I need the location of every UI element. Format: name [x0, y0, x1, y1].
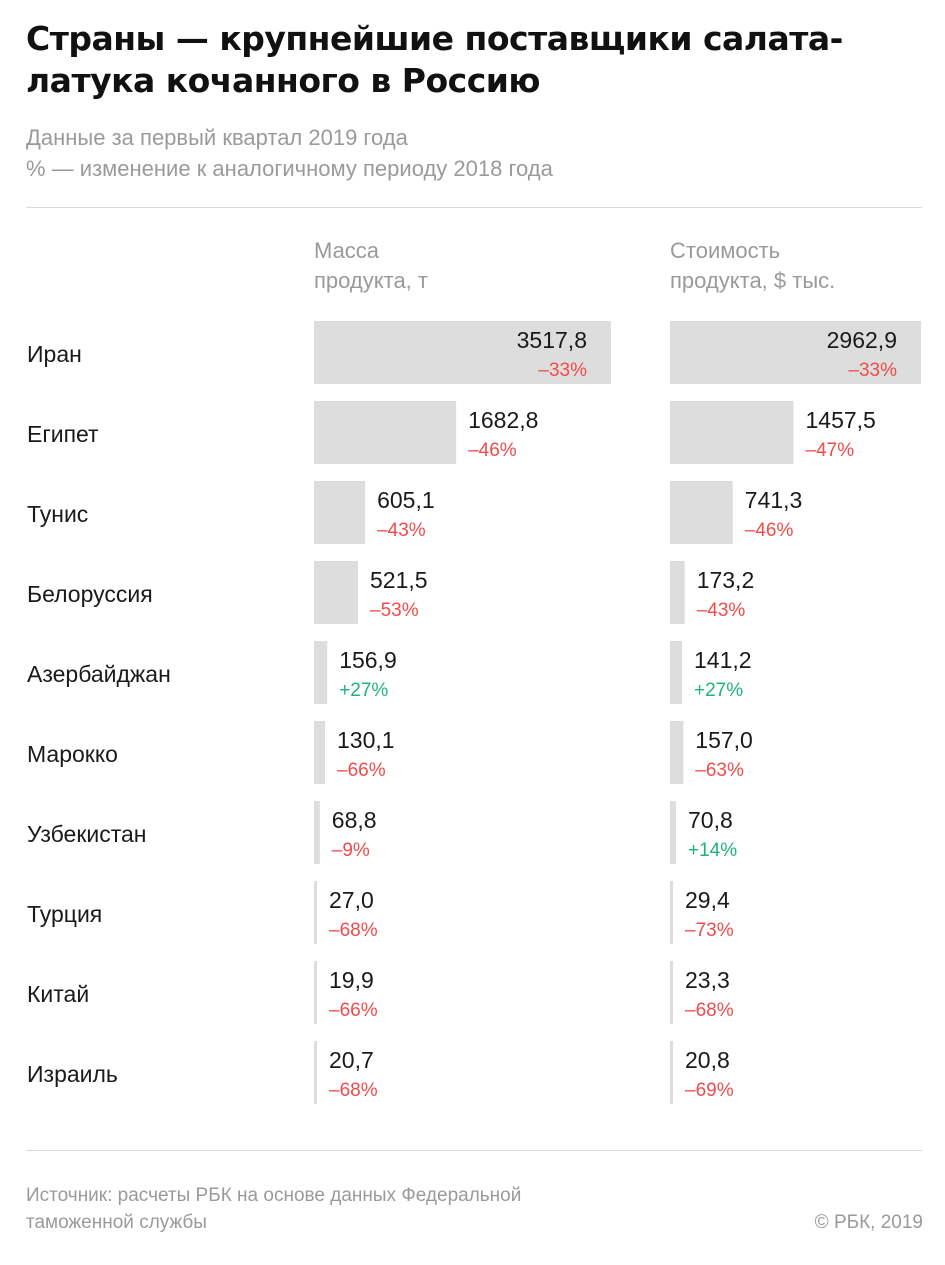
mass-value-label: 20,7	[329, 1047, 374, 1073]
value-value-label: 1457,5	[806, 407, 876, 433]
value-value-label: 20,8	[685, 1047, 730, 1073]
country-label: Израиль	[27, 1061, 118, 1087]
mass-value-label: 19,9	[329, 967, 374, 993]
mass-change-label: –43%	[377, 520, 426, 541]
country-label: Азербайджан	[27, 661, 171, 687]
mass-value-label: 130,1	[337, 727, 395, 753]
subtitle-line-change-note: % — изменение к аналогичному периоду 201…	[26, 156, 553, 181]
mass-value-label: 605,1	[377, 487, 435, 513]
country-label: Иран	[27, 341, 82, 367]
value-bar	[670, 321, 921, 384]
column-header-mass-line2: продукта, т	[314, 268, 428, 293]
value-bar	[670, 721, 684, 784]
country-label: Марокко	[27, 741, 118, 767]
mass-change-label: –66%	[329, 1000, 378, 1021]
value-bar	[670, 641, 682, 704]
chart-subtitle: Данные за первый квартал 2019 года % — и…	[26, 122, 553, 184]
country-label: Белоруссия	[27, 581, 153, 607]
mass-bar	[314, 401, 457, 464]
mass-change-label: –68%	[329, 920, 378, 941]
mass-change-label: –46%	[468, 440, 517, 461]
mass-bar	[314, 721, 325, 784]
value-bar	[670, 801, 676, 864]
mass-bar	[314, 1041, 317, 1104]
mass-change-label: –33%	[538, 360, 587, 381]
mass-value-label: 68,8	[332, 807, 377, 833]
value-bar	[670, 1041, 673, 1104]
chart-title: Страны — крупнейшие поставщики салата-ла…	[26, 19, 843, 100]
column-header-value-line1: Стоимость	[670, 238, 781, 263]
column-header-mass: Масса продукта, т	[314, 236, 428, 296]
country-label: Узбекистан	[27, 821, 147, 847]
mass-bar	[314, 961, 317, 1024]
value-bar	[670, 401, 794, 464]
value-bar	[670, 881, 673, 944]
value-change-label: –33%	[848, 360, 897, 381]
value-change-label: –69%	[685, 1080, 734, 1101]
mass-bar	[314, 641, 328, 704]
value-value-label: 157,0	[695, 727, 753, 753]
value-change-label: +27%	[694, 680, 743, 701]
mass-value-label: 156,9	[339, 647, 397, 673]
value-change-label: +14%	[688, 840, 737, 861]
value-value-label: 141,2	[694, 647, 752, 673]
value-bar	[670, 481, 733, 544]
mass-value-label: 3517,8	[517, 327, 587, 353]
mass-value-label: 521,5	[370, 567, 428, 593]
value-change-label: –46%	[745, 520, 794, 541]
value-change-label: –68%	[685, 1000, 734, 1021]
value-change-label: –73%	[685, 920, 734, 941]
mass-change-label: –9%	[332, 840, 370, 861]
value-change-label: –43%	[697, 600, 746, 621]
value-value-label: 741,3	[745, 487, 803, 513]
value-bar	[670, 961, 673, 1024]
value-change-label: –47%	[806, 440, 855, 461]
value-bar	[670, 561, 685, 624]
source-line-1: Источник: расчеты РБК на основе данных Ф…	[26, 1185, 522, 1206]
mass-value-label: 1682,8	[468, 407, 538, 433]
mass-bar	[314, 321, 611, 384]
value-value-label: 23,3	[685, 967, 730, 993]
value-change-label: –63%	[695, 760, 744, 781]
mass-change-label: +27%	[339, 680, 388, 701]
mass-change-label: –53%	[370, 600, 419, 621]
value-value-label: 29,4	[685, 887, 730, 913]
source-note: Источник: расчеты РБК на основе данных Ф…	[26, 1182, 666, 1236]
mass-change-label: –66%	[337, 760, 386, 781]
top-divider	[26, 207, 922, 208]
mass-bar	[314, 481, 366, 544]
copyright: © РБК, 2019	[814, 1212, 923, 1233]
source-line-2: таможенной службы	[26, 1212, 207, 1233]
mass-bar	[314, 801, 320, 864]
mass-bar	[314, 881, 317, 944]
column-header-value: Стоимость продукта, $ тыс.	[670, 236, 835, 296]
value-value-label: 173,2	[697, 567, 755, 593]
country-label: Тунис	[27, 501, 88, 527]
mass-value-label: 27,0	[329, 887, 374, 913]
country-label: Египет	[27, 421, 99, 447]
country-label: Турция	[27, 901, 102, 927]
mass-bar	[314, 561, 358, 624]
column-header-value-line2: продукта, $ тыс.	[670, 268, 836, 293]
mass-change-label: –68%	[329, 1080, 378, 1101]
value-value-label: 2962,9	[827, 327, 897, 353]
column-header-mass-line1: Масса	[314, 238, 380, 263]
country-label: Китай	[27, 981, 89, 1007]
bottom-divider	[26, 1150, 922, 1151]
subtitle-line-period: Данные за первый квартал 2019 года	[26, 125, 408, 150]
value-value-label: 70,8	[688, 807, 733, 833]
